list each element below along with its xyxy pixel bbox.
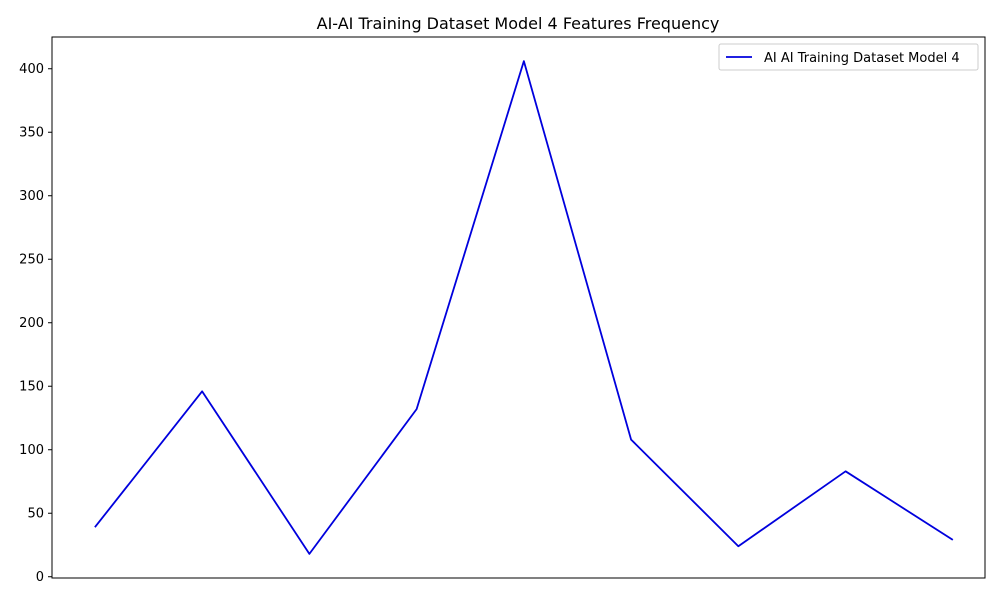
legend-box	[718, 43, 979, 71]
plot-area	[51, 36, 986, 579]
y-tick-label: 150	[19, 380, 44, 395]
legend-label: AI AI Training Dataset Model 4	[764, 51, 960, 66]
y-tick-label: 400	[19, 62, 44, 77]
y-axis: 0 50 100 150 200 250 300 350 400	[19, 62, 52, 585]
y-tick-label: 100	[19, 443, 44, 458]
series-line-0	[94, 60, 954, 555]
legend: AI AI Training Dataset Model 4	[718, 43, 979, 71]
y-tick-label: 0	[36, 570, 44, 585]
y-tick-label: 50	[27, 507, 44, 522]
y-tick-label: 350	[19, 126, 44, 141]
chart-title: AI-AI Training Dataset Model 4 Features …	[317, 14, 720, 33]
y-tick-label: 250	[19, 253, 44, 268]
y-tick-label: 200	[19, 316, 44, 331]
y-tick-label: 300	[19, 189, 44, 204]
series-layer	[94, 60, 954, 555]
